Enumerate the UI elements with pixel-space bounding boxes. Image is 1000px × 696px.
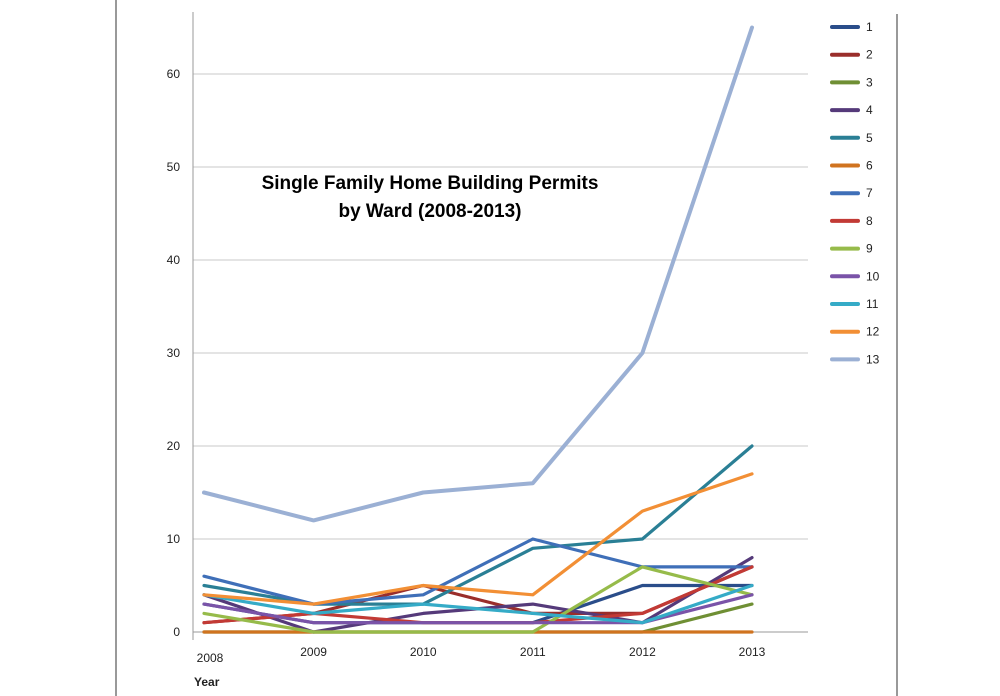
legend-label-10: 10 xyxy=(866,269,880,283)
y-tick-label: 30 xyxy=(167,346,181,360)
legend-label-8: 8 xyxy=(866,214,873,228)
legend-label-3: 3 xyxy=(866,75,873,89)
x-axis-label: Year xyxy=(194,675,220,689)
y-tick-label: 0 xyxy=(173,625,180,639)
y-tick-label: 10 xyxy=(167,532,181,546)
x-tick-label: 2008 xyxy=(197,651,224,665)
x-tick-label: 2012 xyxy=(629,645,656,659)
x-tick-label: 2013 xyxy=(739,645,766,659)
legend-label-2: 2 xyxy=(866,48,873,62)
legend-label-5: 5 xyxy=(866,131,873,145)
y-tick-label: 60 xyxy=(167,67,181,81)
series-line-13 xyxy=(202,25,754,523)
x-tick-labels: 2008 2009 2010 2011 2012 2013 xyxy=(197,645,766,665)
y-tick-labels: 0 10 20 30 40 50 60 xyxy=(167,67,181,639)
legend-label-7: 7 xyxy=(866,186,873,200)
y-tick-label: 20 xyxy=(167,439,181,453)
chart-title-line-1: Single Family Home Building Permits xyxy=(262,173,599,194)
x-tick-label: 2009 xyxy=(300,645,327,659)
legend-label-6: 6 xyxy=(866,159,873,173)
gridlines xyxy=(193,73,808,540)
y-tick-label: 50 xyxy=(167,160,181,174)
series-line-9 xyxy=(202,565,754,634)
series-line-7 xyxy=(202,537,754,606)
legend-label-11: 11 xyxy=(866,297,879,311)
series-line-11 xyxy=(202,583,754,625)
legend-label-13: 13 xyxy=(866,352,880,366)
y-tick-label: 40 xyxy=(167,253,181,267)
series-lines xyxy=(202,25,754,634)
x-tick-label: 2010 xyxy=(410,645,437,659)
legend-label-4: 4 xyxy=(866,103,873,117)
series-line-4 xyxy=(202,555,754,634)
chart-title-line-2: by Ward (2008-2013) xyxy=(338,201,521,222)
legend-label-12: 12 xyxy=(866,325,880,339)
series-line-12 xyxy=(202,472,754,606)
legend-label-1: 1 xyxy=(866,20,873,34)
series-line-5 xyxy=(202,444,754,606)
x-tick-label: 2011 xyxy=(520,645,546,659)
legend-label-9: 9 xyxy=(866,242,873,256)
